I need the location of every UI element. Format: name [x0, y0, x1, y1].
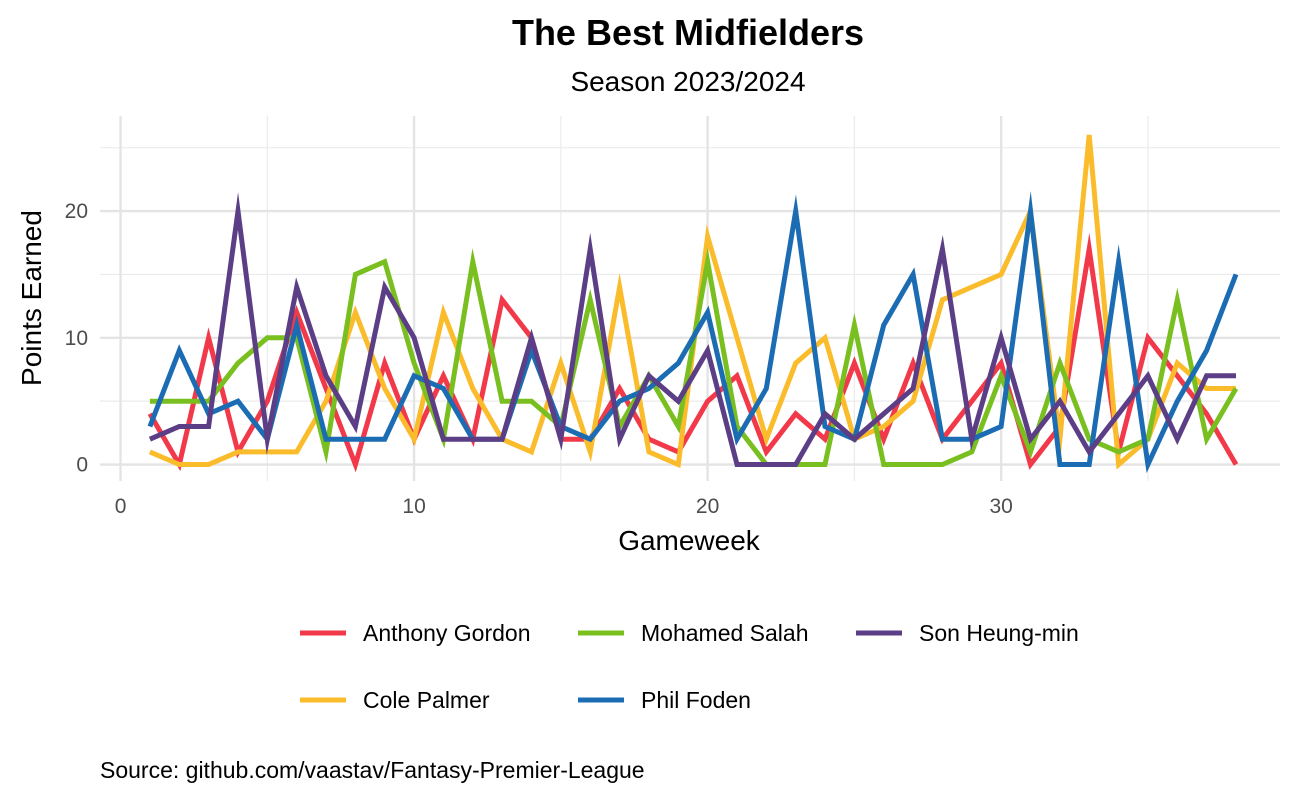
series-line-phil-foden — [147, 191, 1239, 474]
legend-label-anthony-gordon: Anthony Gordon — [363, 620, 531, 646]
chart-subtitle: Season 2023/2024 — [570, 66, 806, 97]
series-line-cole-palmer — [148, 134, 1236, 470]
y-tick-label: 0 — [76, 454, 88, 477]
series-line-son-heung-min — [148, 192, 1236, 467]
chart-title: The Best Midfielders — [511, 12, 865, 53]
x-tick-label: 0 — [115, 495, 127, 518]
legend: Anthony Gordon Cole Palmer Mohamed Salah Ph… — [300, 620, 1079, 713]
y-tick-label: 20 — [65, 200, 88, 223]
y-axis-label: Points Earned — [16, 210, 47, 386]
legend-label-cole-palmer: Cole Palmer — [363, 687, 490, 713]
axis-ticks: 0 10 20 30 0 10 20 — [65, 200, 1013, 518]
chart-caption: Source: github.com/vaastav/Fantasy-Premi… — [100, 757, 645, 783]
x-axis-label: Gameweek — [618, 525, 761, 556]
series-lines — [147, 134, 1239, 474]
legend-label-phil-foden: Phil Foden — [641, 687, 751, 713]
legend-label-mohamed-salah: Mohamed Salah — [641, 620, 809, 646]
series-line-mohamed-salah — [149, 247, 1239, 467]
x-tick-label: 20 — [696, 495, 719, 518]
x-tick-label: 10 — [402, 495, 425, 518]
y-tick-label: 10 — [65, 327, 88, 350]
legend-label-son-heung-min: Son Heung-min — [919, 620, 1079, 646]
x-tick-label: 30 — [989, 495, 1012, 518]
